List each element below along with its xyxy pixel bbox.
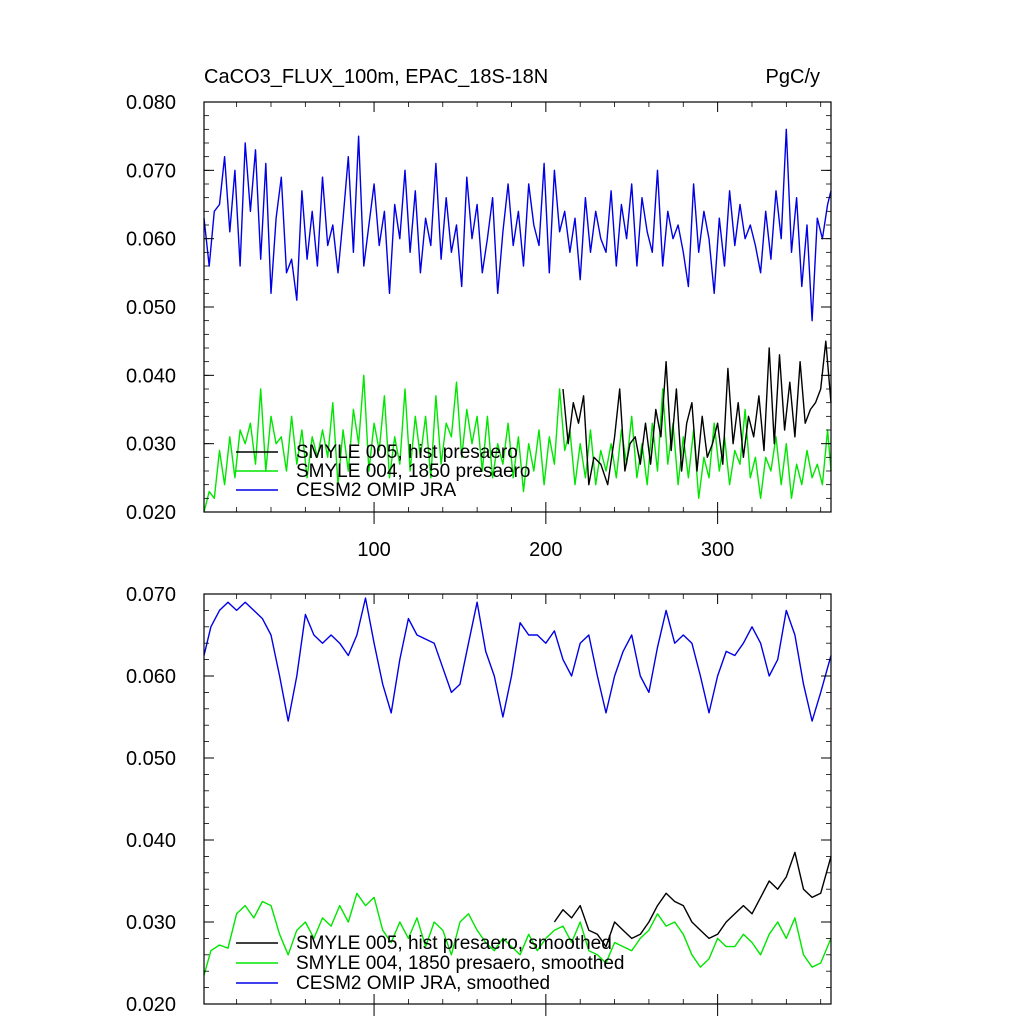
top-plot-frame bbox=[203, 101, 832, 513]
bottom-panel: 0.020 0.030 0.040 0.050 0.060 0.070 SMYLE 005… bbox=[126, 584, 832, 1016]
bottom-legend-label: SMYLE 004, 1850 presaero, smoothed bbox=[296, 953, 624, 974]
bottom-ytick-label: 0.030 bbox=[126, 912, 176, 934]
top-series-line-0 bbox=[562, 340, 832, 486]
bottom-ytick-label: 0.040 bbox=[126, 830, 176, 852]
bottom-series-layer bbox=[203, 597, 832, 976]
bottom-legend-label: SMYLE 005, hist presaero, smoothed bbox=[296, 933, 612, 954]
top-xtick-label: 200 bbox=[529, 539, 562, 561]
top-series-line-2 bbox=[203, 128, 832, 322]
bottom-series-line-2 bbox=[203, 597, 832, 722]
bottom-tick-layer: 0.020 0.030 0.040 0.050 0.060 0.070 bbox=[126, 584, 831, 1016]
top-ytick-label: 0.030 bbox=[126, 434, 176, 456]
top-legend-label: CESM2 OMIP JRA bbox=[296, 480, 456, 501]
top-ytick-label: 0.060 bbox=[126, 229, 176, 251]
bottom-ytick-label: 0.020 bbox=[126, 994, 176, 1016]
top-ytick-label: 0.050 bbox=[126, 297, 176, 319]
top-xtick-label: 100 bbox=[357, 539, 390, 561]
bottom-series-line-0 bbox=[553, 851, 832, 948]
top-panel-title: CaCO3_FLUX_100m, EPAC_18S-18N bbox=[204, 66, 548, 88]
bottom-plot-frame bbox=[203, 593, 832, 1005]
bottom-ytick-label: 0.060 bbox=[126, 666, 176, 688]
bottom-legend-label: CESM2 OMIP JRA, smoothed bbox=[296, 973, 550, 994]
bottom-ytick-label: 0.050 bbox=[126, 748, 176, 770]
top-legend-label: SMYLE 005, hist presaero bbox=[296, 442, 518, 463]
bottom-legend: SMYLE 005, hist presaero, smoothedSMYLE … bbox=[236, 933, 624, 994]
bottom-ytick-label: 0.070 bbox=[126, 584, 176, 606]
top-panel: CaCO3_FLUX_100m, EPAC_18S-18N PgC/y 0.02… bbox=[126, 66, 832, 561]
top-series-layer bbox=[203, 128, 832, 513]
top-ytick-label: 0.070 bbox=[126, 160, 176, 182]
top-ytick-label: 0.080 bbox=[126, 92, 176, 114]
top-series-line-1 bbox=[203, 374, 832, 513]
top-ytick-label: 0.020 bbox=[126, 502, 176, 524]
top-panel-units: PgC/y bbox=[766, 66, 820, 88]
top-tick-layer: 0.020 0.030 0.040 0.050 0.060 0.070 0.080 100 20… bbox=[126, 92, 831, 561]
top-ytick-label: 0.040 bbox=[126, 365, 176, 387]
top-xtick-label: 300 bbox=[701, 539, 734, 561]
bottom-series-line-1 bbox=[203, 892, 832, 976]
top-legend-label: SMYLE 004, 1850 presaero bbox=[296, 461, 531, 482]
